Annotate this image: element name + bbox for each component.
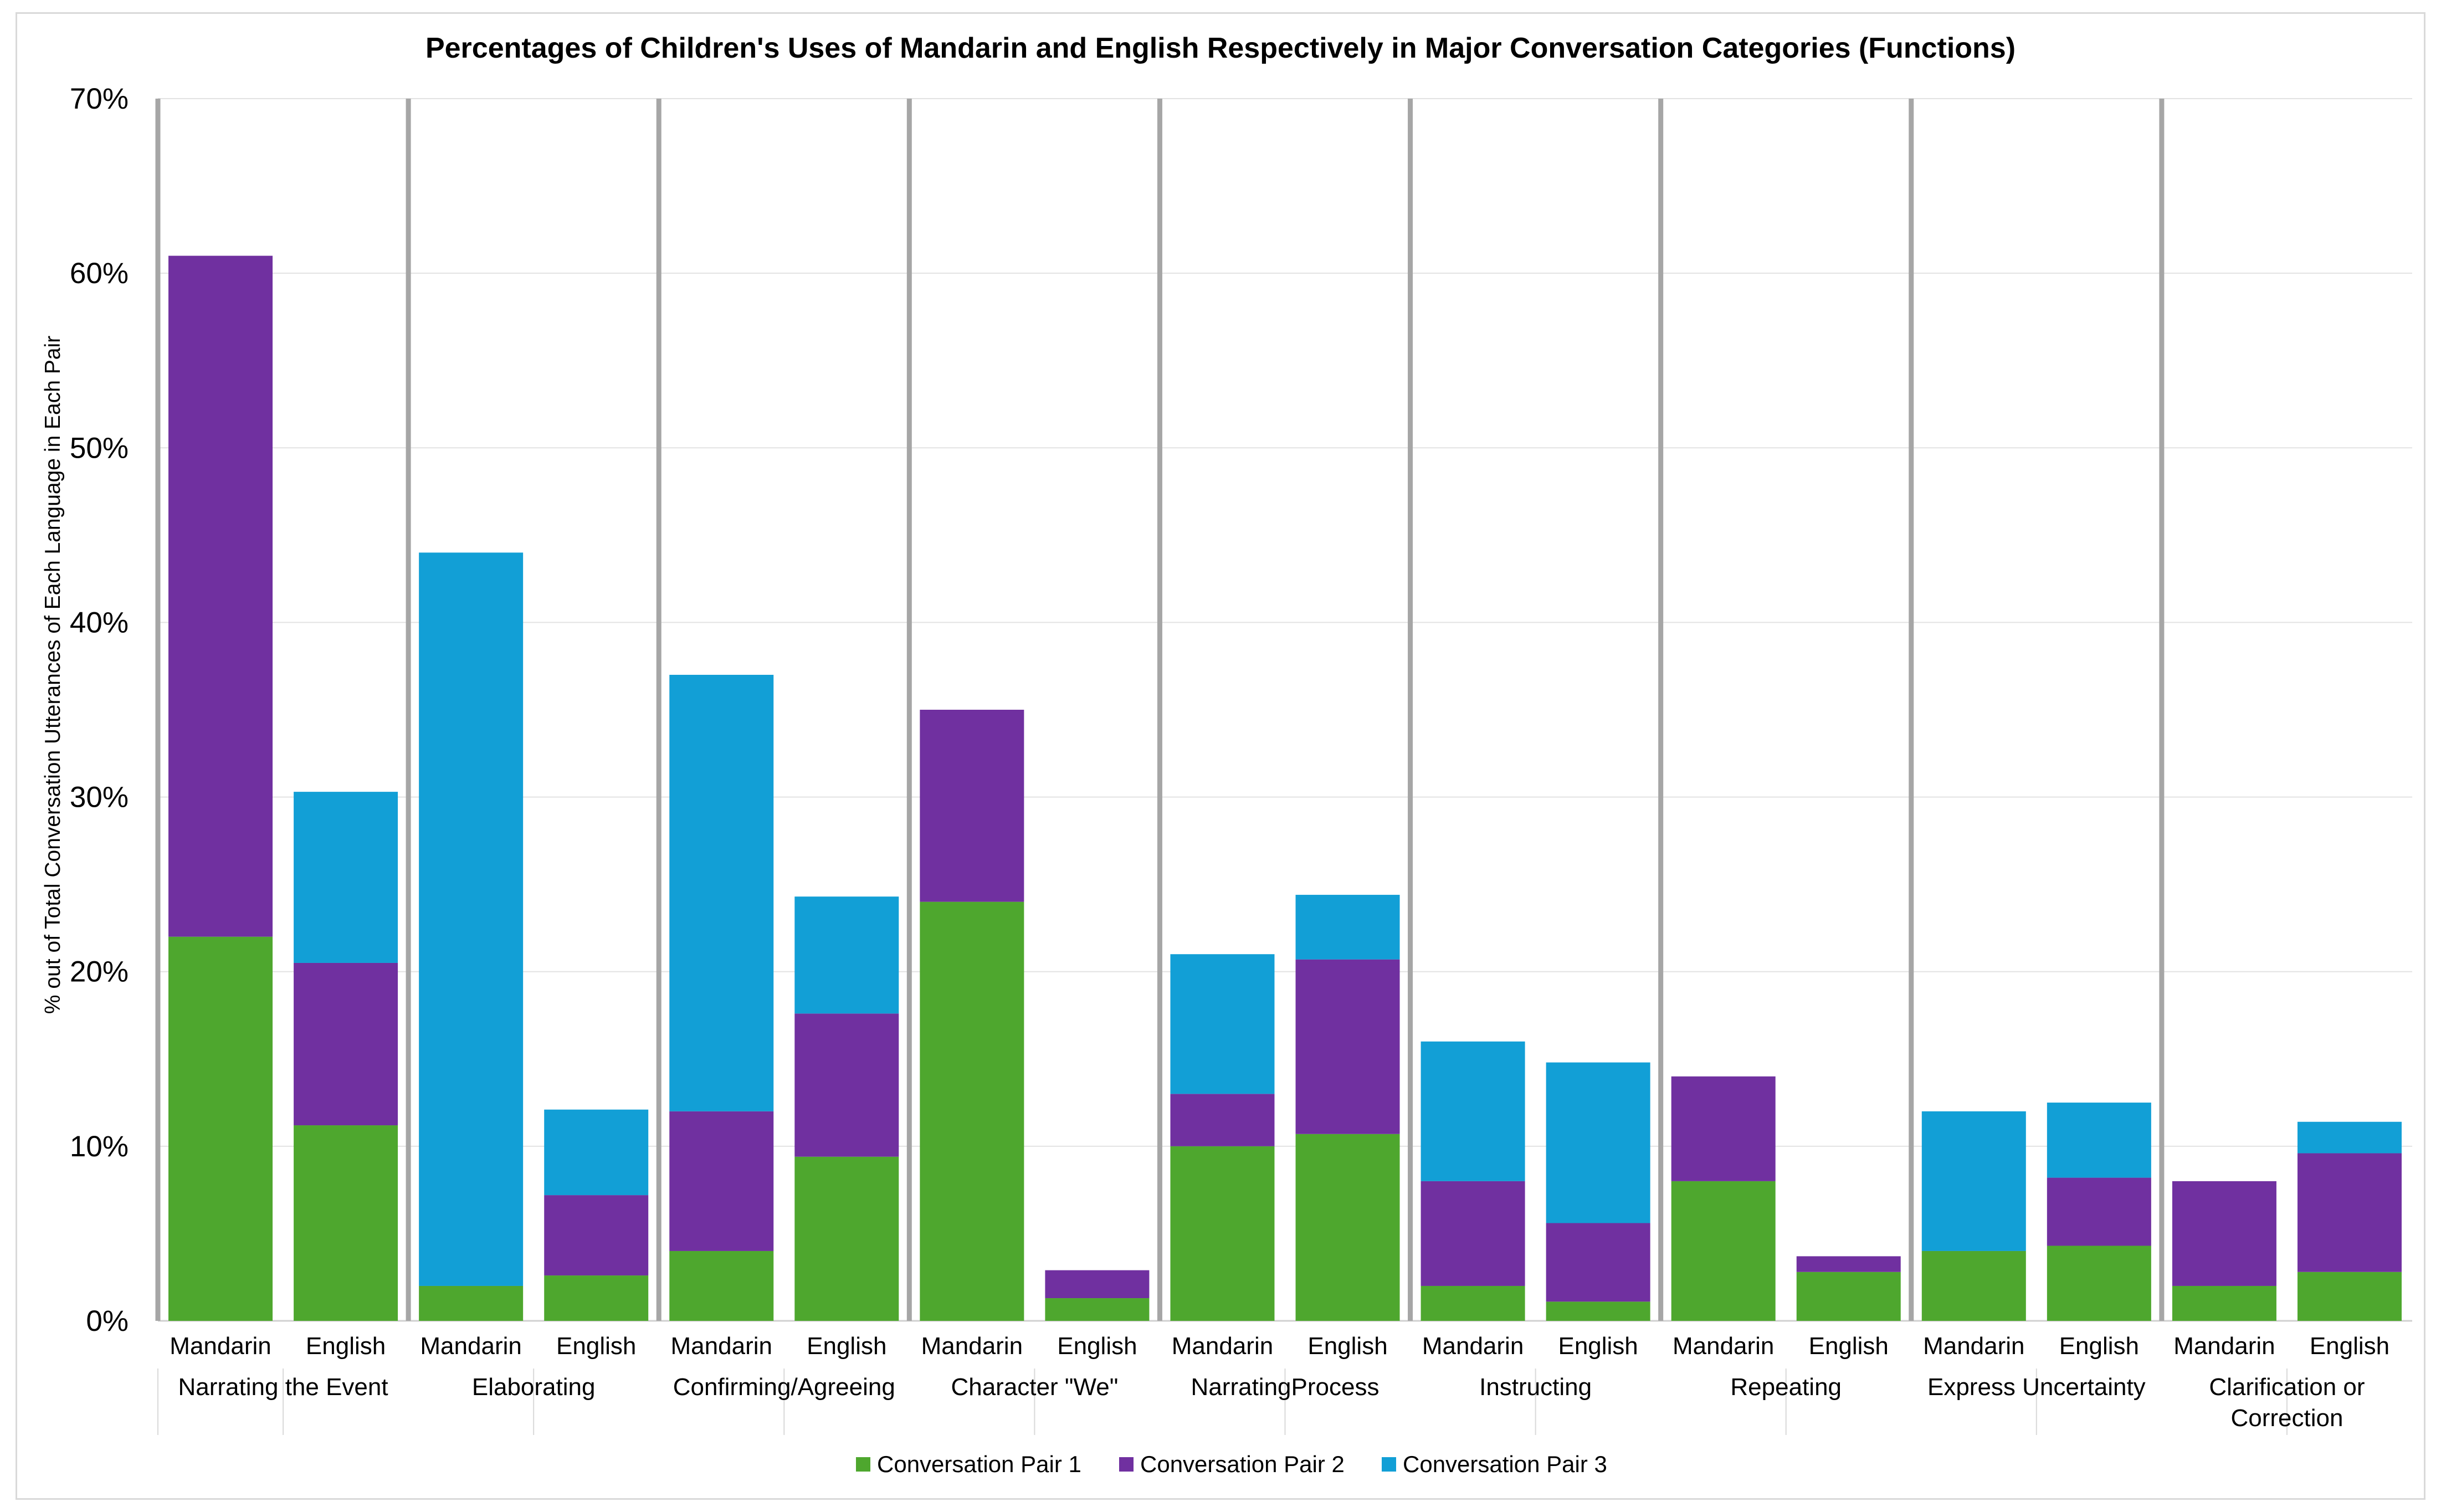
bar-category-label: English <box>1307 1332 1387 1360</box>
bar-segment <box>2297 1153 2402 1272</box>
bar-segment <box>294 1125 398 1321</box>
bar-category-label: Mandarin <box>921 1332 1023 1360</box>
legend-label: Conversation Pair 1 <box>877 1451 1081 1477</box>
bar-segment <box>1546 1062 1650 1223</box>
legend-label: Conversation Pair 2 <box>1140 1451 1345 1477</box>
bar-segment <box>1421 1181 1525 1286</box>
bar-category-label: English <box>556 1332 636 1360</box>
group-label: Elaborating <box>472 1373 596 1401</box>
legend-label: Conversation Pair 3 <box>1403 1451 1607 1477</box>
bar-segment <box>920 901 1024 1321</box>
bar-segment <box>1671 1076 1776 1181</box>
y-tick-label: 40% <box>70 606 129 639</box>
group-label: NarratingProcess <box>1191 1373 1380 1401</box>
bar-segment <box>168 936 273 1321</box>
bar-segment <box>1421 1041 1525 1181</box>
bar-segment <box>294 792 398 963</box>
legend: Conversation Pair 1 Conversation Pair 2 Co… <box>856 1451 1607 1477</box>
bar-segment <box>2172 1285 2276 1321</box>
bar-segment <box>2047 1246 2151 1321</box>
bar-category-label: English <box>1558 1332 1638 1360</box>
bar-category-label: English <box>2310 1332 2389 1360</box>
y-tick-label: 0% <box>86 1305 129 1337</box>
bar-segment <box>669 1111 774 1251</box>
y-tick-label: 10% <box>70 1130 129 1163</box>
bar-segment <box>2297 1272 2402 1321</box>
group-separators <box>155 99 2165 1321</box>
bar-category-label: Mandarin <box>1673 1332 1774 1360</box>
bar-category-label: Mandarin <box>170 1332 271 1360</box>
bar-segment <box>544 1109 649 1196</box>
bar-segment <box>1295 895 1400 960</box>
bar-segment <box>2047 1103 2151 1178</box>
bar-segment <box>1170 1094 1275 1146</box>
bar-segment <box>544 1195 649 1276</box>
group-label: Narrating the Event <box>178 1373 388 1401</box>
bar-segment <box>794 896 899 1014</box>
gridlines <box>158 98 2412 1322</box>
bar-segment <box>1295 959 1400 1134</box>
bar-category-label: Mandarin <box>1422 1332 1524 1360</box>
bar-segment <box>1546 1223 1650 1302</box>
bar-segment <box>1170 954 1275 1094</box>
bar-segment <box>419 552 524 1286</box>
bar-category-label: English <box>306 1332 386 1360</box>
y-tick-label: 30% <box>70 781 129 814</box>
bar-category-label: English <box>1809 1332 1889 1360</box>
bar-segment <box>669 674 774 1111</box>
bar-segment <box>1546 1301 1650 1321</box>
group-label: Correction <box>2230 1405 2343 1432</box>
group-label: Instructing <box>1479 1373 1592 1401</box>
bar-segment <box>2297 1121 2402 1154</box>
legend-swatch <box>856 1457 870 1472</box>
bar-segment <box>1796 1256 1901 1272</box>
bar-segment <box>1921 1111 2026 1251</box>
bar-segment <box>168 255 273 937</box>
legend-swatch <box>1119 1457 1134 1472</box>
group-label: Confirming/Agreeing <box>673 1373 895 1401</box>
bar-category-label: Mandarin <box>1923 1332 2024 1360</box>
bar-segment <box>544 1275 649 1321</box>
bar-segment <box>920 710 1024 902</box>
bar-segment <box>1796 1272 1901 1321</box>
bar-category-label: English <box>2059 1332 2139 1360</box>
bar-segment <box>1045 1298 1150 1321</box>
chart-title: Percentages of Children's Uses of Mandar… <box>425 32 2016 64</box>
bar-segment <box>294 962 398 1126</box>
y-tick-label: 60% <box>70 257 129 290</box>
group-label: Character "We" <box>951 1373 1118 1401</box>
group-label: Clarification or <box>2209 1373 2365 1401</box>
bar-segment <box>669 1250 774 1321</box>
bars <box>168 255 2402 1321</box>
bar-category-label: English <box>1057 1332 1137 1360</box>
bar-category-label: Mandarin <box>671 1332 772 1360</box>
y-tick-label: 70% <box>70 83 129 115</box>
bar-segment <box>1921 1250 2026 1321</box>
bar-segment <box>419 1285 524 1321</box>
bar-segment <box>1045 1270 1150 1299</box>
bar-segment <box>1170 1146 1275 1321</box>
bar-segment <box>2047 1177 2151 1246</box>
bar-segment <box>794 1013 899 1157</box>
bar-category-label: Mandarin <box>420 1332 521 1360</box>
y-ticks: 0% 10% 20% 30% 40% 50% 60% 70% <box>70 83 129 1337</box>
group-label: Repeating <box>1730 1373 1842 1401</box>
y-tick-label: 20% <box>70 956 129 988</box>
bar-segment <box>2172 1181 2276 1286</box>
bar-segment <box>1671 1181 1776 1321</box>
bar-segment <box>794 1156 899 1321</box>
group-label: Express Uncertainty <box>1927 1373 2146 1401</box>
legend-swatch <box>1382 1457 1396 1472</box>
y-tick-label: 50% <box>70 432 129 464</box>
y-axis-label: % out of Total Conversation Utterances o… <box>41 336 65 1014</box>
bar-category-label: English <box>807 1332 886 1360</box>
bar-segment <box>1295 1134 1400 1321</box>
bar-category-label: Mandarin <box>1172 1332 1273 1360</box>
bar-category-label: Mandarin <box>2173 1332 2275 1360</box>
bar-segment <box>1421 1285 1525 1321</box>
x-labels: Mandarin English Narrating the Event Mandar… <box>157 1332 2389 1435</box>
